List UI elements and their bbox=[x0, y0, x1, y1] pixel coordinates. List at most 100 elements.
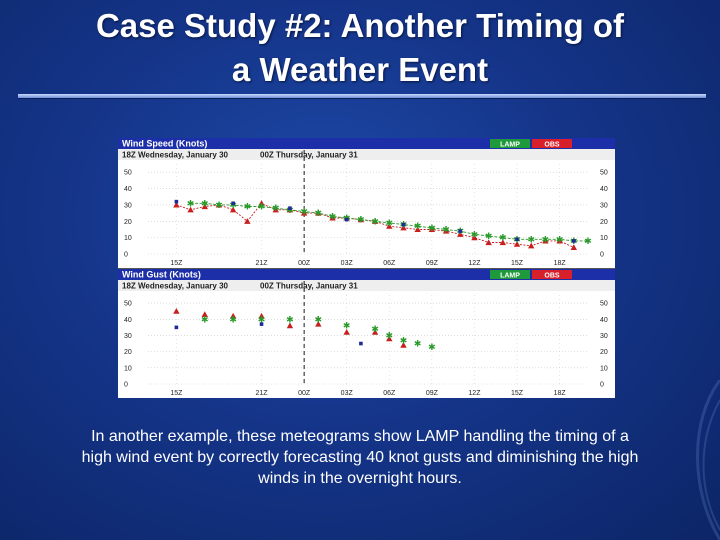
speed-lamp-point: ✱ bbox=[499, 234, 507, 244]
speed-lamp-point: ✱ bbox=[471, 230, 479, 240]
speed-xtick-label: 18Z bbox=[554, 260, 567, 267]
speed-obs-point bbox=[229, 206, 237, 213]
gust-obs-point bbox=[371, 329, 379, 335]
gust-xtick-label: 18Z bbox=[554, 390, 567, 397]
gust-xtick-label: 00Z bbox=[298, 390, 311, 397]
speed-obs-point bbox=[272, 206, 279, 213]
slide-caption: In another example, these meteograms sho… bbox=[81, 428, 639, 487]
speed-model-point bbox=[288, 206, 292, 210]
speed-obs-point bbox=[173, 201, 180, 208]
speed-obs-point bbox=[258, 200, 265, 206]
gust-ytick-right: 0 bbox=[600, 382, 604, 389]
speed-ytick-right: 10 bbox=[600, 235, 608, 242]
speed-model-point bbox=[174, 199, 179, 204]
gust-lamp-point: ✱ bbox=[386, 331, 394, 341]
speed-lamp-point: ✱ bbox=[485, 232, 493, 242]
speed-lamp-point: ✱ bbox=[442, 225, 450, 235]
gust-lamp-point: ✱ bbox=[315, 315, 323, 325]
meteogram-figure: Wind Speed (Knots) LAMP OBS 18Z Wednesday, … bbox=[118, 138, 615, 398]
speed-ytick-left: 0 bbox=[124, 252, 128, 259]
gust-lamp-point: ✱ bbox=[201, 315, 209, 325]
speed-lamp-point: ✱ bbox=[215, 201, 223, 211]
speed-ytick-right: 40 bbox=[600, 186, 608, 193]
speed-lamp-point: ✱ bbox=[258, 203, 266, 213]
speed-xtick-label: 00Z bbox=[298, 260, 311, 267]
gust-lamp-point: ✱ bbox=[428, 343, 436, 353]
speed-ytick-right: 30 bbox=[600, 202, 608, 209]
gust-obs-point bbox=[343, 329, 350, 335]
gust-obs-point bbox=[286, 322, 294, 329]
gust-ytick-left: 40 bbox=[124, 317, 132, 324]
gust-ytick-left: 10 bbox=[124, 365, 132, 372]
speed-date-bar bbox=[118, 149, 615, 160]
gust-legend-obs-box bbox=[532, 270, 572, 279]
speed-lamp-line bbox=[190, 202, 588, 242]
speed-lamp-point: ✱ bbox=[329, 212, 337, 222]
gust-obs-point bbox=[400, 341, 407, 348]
speed-obs-point bbox=[187, 206, 194, 213]
gust-ytick-right: 50 bbox=[600, 301, 608, 308]
gust-ytick-right: 30 bbox=[600, 333, 608, 340]
speed-legend-lamp: LAMP bbox=[500, 142, 520, 149]
speed-lamp-point: ✱ bbox=[187, 199, 195, 209]
speed-ytick-left: 40 bbox=[124, 186, 132, 193]
speed-model-point bbox=[401, 222, 406, 227]
speed-model-point bbox=[344, 217, 349, 222]
speed-obs-point bbox=[570, 244, 578, 251]
gust-lamp-point: ✱ bbox=[400, 336, 408, 346]
gust-xtick-label: 21Z bbox=[256, 390, 269, 397]
speed-lamp-point: ✱ bbox=[201, 199, 209, 209]
gust-xtick-label: 12Z bbox=[468, 390, 481, 397]
speed-lamp-point: ✱ bbox=[584, 237, 592, 247]
speed-obs-point bbox=[244, 218, 251, 224]
speed-obs-point bbox=[442, 227, 450, 234]
gust-model-point bbox=[174, 325, 179, 330]
speed-lamp-point: ✱ bbox=[527, 235, 535, 245]
gust-left-date: 18Z Wednesday, January 30 bbox=[122, 282, 229, 291]
gust-xtick-label: 06Z bbox=[383, 390, 396, 397]
gust-lamp-point: ✱ bbox=[371, 325, 379, 335]
speed-xtick-label: 06Z bbox=[383, 260, 396, 267]
gust-ytick-left: 50 bbox=[124, 301, 132, 308]
speed-xtick-label: 21Z bbox=[256, 260, 269, 267]
speed-ytick-left: 20 bbox=[124, 219, 132, 226]
speed-lamp-point: ✱ bbox=[286, 206, 294, 216]
speed-model-point bbox=[572, 239, 576, 243]
gust-ytick-right: 10 bbox=[600, 365, 608, 372]
speed-lamp-point: ✱ bbox=[272, 204, 280, 214]
speed-obs-point bbox=[300, 209, 308, 216]
speed-lamp-point: ✱ bbox=[229, 201, 237, 211]
speed-xtick-label: 15Z bbox=[511, 260, 524, 267]
gust-model-point bbox=[359, 341, 363, 346]
gust-legend-obs: OBS bbox=[544, 273, 560, 280]
speed-ytick-left: 30 bbox=[124, 202, 132, 209]
speed-obs-point bbox=[528, 242, 535, 249]
speed-ytick-left: 50 bbox=[124, 170, 132, 177]
gust-ytick-left: 0 bbox=[124, 382, 128, 389]
speed-obs-line bbox=[176, 202, 574, 248]
gust-lamp-point: ✱ bbox=[286, 315, 294, 325]
speed-legend-lamp-box bbox=[490, 139, 530, 148]
speed-xtick-label: 12Z bbox=[468, 260, 481, 267]
speed-obs-point bbox=[414, 226, 421, 233]
meteogram-svg: Wind Speed (Knots) LAMP OBS 18Z Wednesday, … bbox=[118, 138, 615, 398]
gust-obs-point bbox=[386, 335, 393, 342]
speed-obs-point bbox=[201, 203, 208, 210]
gust-obs-point bbox=[201, 311, 208, 317]
slide-title-line2: a Weather Event bbox=[231, 51, 489, 88]
gust-header-bar bbox=[118, 269, 615, 280]
speed-lamp-point: ✱ bbox=[386, 219, 394, 229]
gust-lamp-point: ✱ bbox=[229, 315, 237, 325]
gust-lamp-point: ✱ bbox=[414, 340, 422, 350]
gust-model-point bbox=[259, 322, 264, 326]
gust-panel-title: Wind Gust (Knots) bbox=[122, 270, 201, 280]
gust-obs-point bbox=[173, 307, 180, 314]
speed-lamp-point: ✱ bbox=[414, 222, 422, 232]
speed-ytick-left: 10 bbox=[124, 235, 132, 242]
speed-lamp-point: ✱ bbox=[371, 217, 379, 227]
gust-obs-point bbox=[258, 312, 265, 319]
speed-obs-point bbox=[329, 214, 336, 221]
gust-xtick-label: 15Z bbox=[170, 390, 183, 397]
speed-lamp-point: ✱ bbox=[556, 235, 564, 245]
speed-obs-point bbox=[428, 226, 436, 233]
